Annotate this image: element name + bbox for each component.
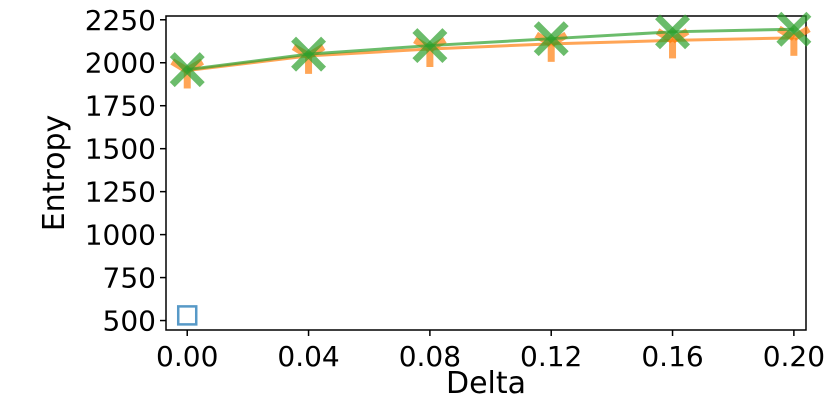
y-axis-title: Entropy <box>37 115 72 232</box>
x-tick-label: 0.00 <box>156 340 218 373</box>
series-line <box>187 27 794 72</box>
data-point <box>176 305 198 326</box>
data-point <box>655 14 691 50</box>
data-point <box>533 21 569 57</box>
series-layer <box>169 11 812 326</box>
y-axis: 500 750 1000 1250 1500 1750 2000 2250 <box>85 4 166 338</box>
x-axis-title: Delta <box>446 366 526 401</box>
data-point <box>412 28 448 64</box>
y-tick-label: 2000 <box>85 47 156 80</box>
y-tick-label: 500 <box>103 305 156 338</box>
x-tick-label: 0.12 <box>520 340 582 373</box>
data-point <box>291 36 327 72</box>
data-point <box>776 11 812 47</box>
y-tick-label: 2250 <box>85 4 156 37</box>
series-line <box>187 36 794 72</box>
x-tick-label: 0.08 <box>399 340 461 373</box>
series-x <box>169 11 812 88</box>
y-tick-label: 1000 <box>85 219 156 252</box>
x-axis: 0.00 0.04 0.08 0.12 0.16 0.20 <box>156 330 825 373</box>
y-tick-label: 1500 <box>85 133 156 166</box>
y-tick-label: 1750 <box>85 90 156 123</box>
x-tick-label: 0.16 <box>641 340 703 373</box>
x-tick-label: 0.20 <box>763 340 825 373</box>
series-square <box>176 305 198 326</box>
y-tick-label: 750 <box>103 262 156 295</box>
data-point <box>169 52 205 88</box>
y-tick-label: 1250 <box>85 176 156 209</box>
plot-frame <box>165 15 807 331</box>
x-tick-label: 0.04 <box>277 340 339 373</box>
